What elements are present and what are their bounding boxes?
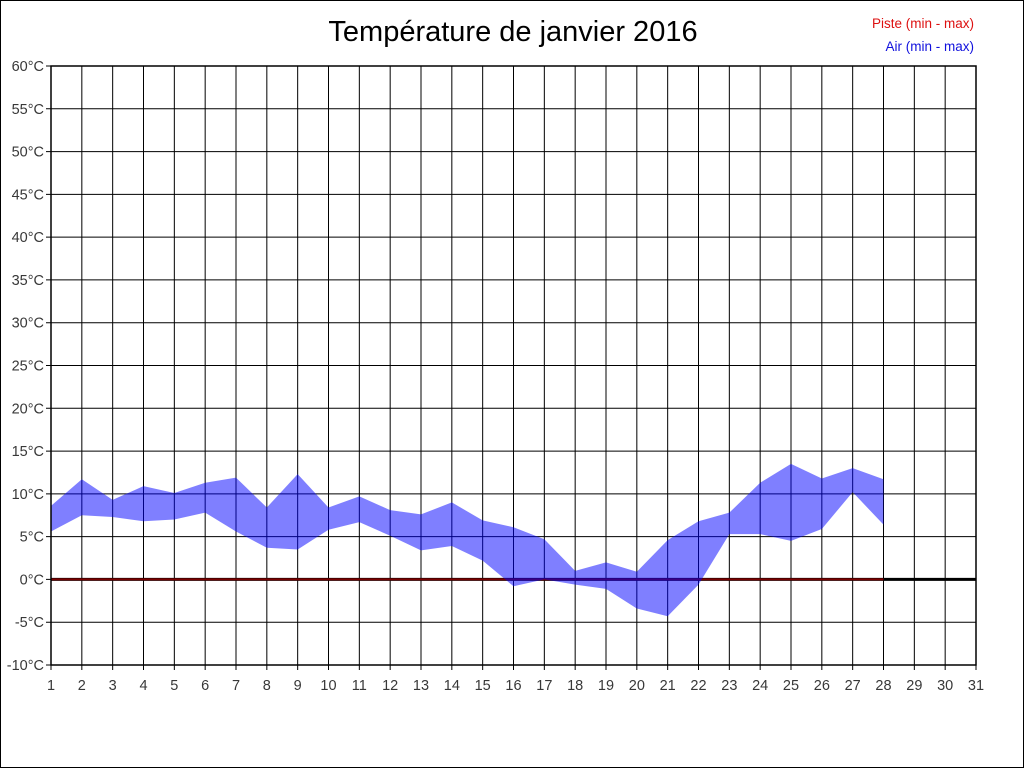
x-tick-label: 16 [505,678,521,694]
x-tick-label: 7 [232,678,240,694]
x-tick-label: 31 [968,678,984,694]
y-tick-label: 45°C [12,187,44,203]
x-tick-label: 20 [629,678,645,694]
y-tick-label: 35°C [12,273,44,289]
y-tick-label: -10°C [7,658,44,674]
x-tick-label: 2 [78,678,86,694]
x-tick-label: 22 [690,678,706,694]
x-tick-label: 25 [783,678,799,694]
legend-label-piste: Piste (min - max) [871,16,974,31]
x-tick-label: 23 [721,678,737,694]
y-tick-label: 30°C [12,316,44,332]
x-tick-label: 10 [320,678,336,694]
y-tick-label: 15°C [12,444,44,460]
y-tick-label: -5°C [15,615,44,631]
x-tick-label: 13 [413,678,429,694]
y-tick-label: 40°C [12,230,44,246]
chart-legend: Piste (min - max) Air (min - max) [872,12,974,58]
x-tick-label: 4 [139,678,147,694]
x-tick-label: 6 [201,678,209,694]
air-band [51,463,884,617]
x-tick-label: 1 [47,678,55,694]
y-tick-label: 25°C [12,359,44,375]
x-tick-label: 12 [382,678,398,694]
x-tick-label: 26 [814,678,830,694]
y-tick-label: 60°C [12,59,44,75]
y-tick-label: 50°C [12,145,44,161]
chart-title: Température de janvier 2016 [328,16,698,48]
x-tick-label: 5 [170,678,178,694]
x-tick-label: 24 [752,678,768,694]
x-tick-label: 14 [444,678,460,694]
axis-ticks [46,65,977,670]
x-tick-label: 15 [475,678,491,694]
x-tick-label: 8 [263,678,271,694]
x-tick-label: 29 [906,678,922,694]
x-tick-label: 19 [598,678,614,694]
x-tick-label: 27 [845,678,861,694]
y-tick-label: 0°C [20,572,44,588]
y-tick-label: 5°C [20,530,44,546]
y-tick-label: 20°C [12,401,44,417]
x-tick-label: 3 [109,678,117,694]
x-tick-label: 18 [567,678,583,694]
x-tick-label: 9 [294,678,302,694]
plot-frame [50,65,977,666]
x-tick-label: 28 [875,678,891,694]
x-tick-label: 11 [352,678,367,694]
y-tick-label: 10°C [12,487,44,503]
x-tick-label: 17 [536,678,552,694]
x-tick-label: 30 [937,678,953,694]
y-tick-label: 55°C [12,102,44,118]
legend-item-piste: Piste (min - max) [872,12,974,35]
legend-item-air: Air (min - max) [872,35,975,58]
x-tick-label: 21 [660,678,676,694]
legend-label-air: Air (min - max) [885,39,975,54]
